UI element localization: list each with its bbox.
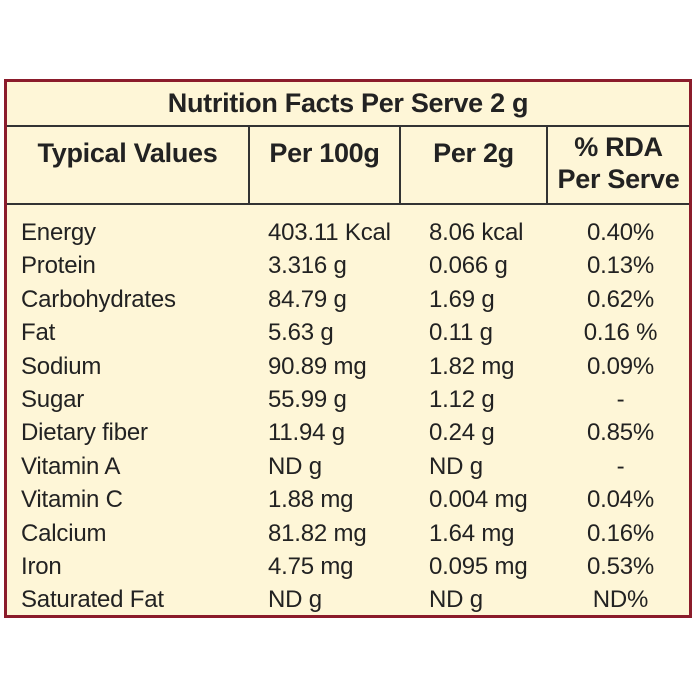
nutrient-name: Iron (21, 552, 62, 580)
header-typical-values: Typical Values (7, 127, 250, 203)
value-per-2g: 0.004 mg (429, 486, 528, 514)
nutrient-name: Vitamin A (21, 452, 121, 480)
value-per-2g: 0.095 mg (429, 552, 528, 580)
table-row: Sugar 55.99 g 1.12 g - (7, 383, 689, 416)
value-rda: 0.62% (586, 285, 655, 313)
nutrient-name: Carbohydrates (21, 285, 176, 313)
header-per-100g: Per 100g (250, 127, 401, 203)
value-rda: 0.04% (586, 486, 655, 514)
value-per-100g: 5.63 g (268, 319, 334, 347)
value-per-100g: 1.88 mg (268, 486, 354, 514)
header-rda-line1: % RDA (574, 132, 663, 162)
table-row: Dietary fiber 11.94 g 0.24 g 0.85% (7, 416, 689, 449)
table-row: Protein 3.316 g 0.066 g 0.13% (7, 249, 689, 282)
value-rda: 0.09% (586, 352, 655, 380)
nutrient-name: Dietary fiber (21, 419, 148, 447)
nutrient-name: Sodium (21, 352, 102, 380)
header-rda-line2: Per Serve (557, 164, 680, 194)
value-per-2g: 8.06 kcal (429, 219, 524, 246)
value-rda: 0.13% (586, 252, 655, 280)
nutrition-facts-panel: Nutrition Facts Per Serve 2 g Typical Va… (4, 79, 692, 618)
table-row: Carbohydrates 84.79 g 1.69 g 0.62% (7, 283, 689, 316)
header-row: Typical Values Per 100g Per 2g % RDA Per… (7, 127, 689, 205)
table-row: Saturated Fat ND g ND g ND% (7, 583, 689, 616)
value-per-2g: 1.82 mg (429, 352, 515, 380)
table-title: Nutrition Facts Per Serve 2 g (7, 82, 689, 127)
value-per-100g: ND g (268, 452, 322, 480)
nutrient-rows: Energy 403.11 Kcal 8.06 kcal 0.40% Prote… (7, 216, 689, 617)
value-per-100g: 4.75 mg (268, 552, 354, 580)
value-per-100g: 55.99 g (268, 385, 347, 413)
value-per-100g: ND g (268, 586, 322, 614)
value-rda: - (616, 385, 625, 413)
value-per-2g: ND g (429, 452, 483, 480)
value-per-100g: 90.89 mg (268, 352, 367, 380)
value-rda: 0.16 % (583, 319, 658, 347)
nutrient-name: Protein (21, 252, 96, 280)
value-per-100g: 3.316 g (268, 252, 347, 280)
table-row: Calcium 81.82 mg 1.64 mg 0.16% (7, 517, 689, 550)
value-per-100g: 403.11 Kcal (268, 219, 391, 246)
table-row: Vitamin A ND g ND g - (7, 450, 689, 483)
value-per-100g: 11.94 g (268, 419, 345, 447)
table-row: Energy 403.11 Kcal 8.06 kcal 0.40% (7, 216, 689, 249)
nutrient-name: Saturated Fat (21, 586, 164, 614)
nutrient-name: Fat (21, 319, 56, 347)
value-rda: 0.53% (586, 552, 655, 580)
value-per-100g: 81.82 mg (268, 519, 367, 547)
table-row: Sodium 90.89 mg 1.82 mg 0.09% (7, 350, 689, 383)
value-rda: ND% (592, 586, 649, 614)
value-per-2g: 1.12 g (429, 385, 495, 413)
header-per-2g: Per 2g (401, 127, 548, 203)
value-per-100g: 84.79 g (268, 285, 347, 313)
value-per-2g: 0.066 g (429, 252, 508, 280)
value-rda: - (616, 452, 625, 480)
table-row: Vitamin C 1.88 mg 0.004 mg 0.04% (7, 483, 689, 516)
value-per-2g: 0.11 g (429, 319, 493, 347)
value-rda: 0.85% (586, 419, 655, 447)
nutrient-name: Vitamin C (21, 486, 123, 514)
value-rda: 0.40% (586, 219, 655, 246)
table-row: Fat 5.63 g 0.11 g 0.16 % (7, 316, 689, 349)
value-per-2g: 1.69 g (429, 285, 495, 313)
value-per-2g: ND g (429, 586, 483, 614)
nutrient-name: Calcium (21, 519, 107, 547)
table-row: Iron 4.75 mg 0.095 mg 0.53% (7, 550, 689, 583)
nutrient-name: Energy (21, 219, 96, 246)
value-per-2g: 1.64 mg (429, 519, 515, 547)
nutrient-name: Sugar (21, 385, 85, 413)
value-per-2g: 0.24 g (429, 419, 495, 447)
value-rda: 0.16% (586, 519, 655, 547)
header-rda-per-serve: % RDA Per Serve (548, 127, 689, 203)
